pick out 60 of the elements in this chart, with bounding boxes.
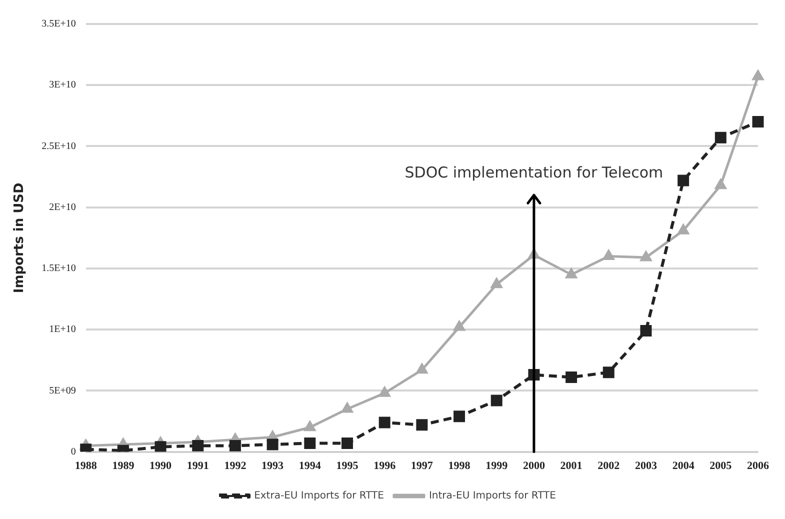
point	[154, 441, 166, 452]
x-tick-label: 1994	[298, 460, 322, 472]
x-tick-label: 2005	[710, 460, 732, 472]
point	[640, 251, 652, 262]
x-tick-label: 1996	[374, 460, 396, 472]
point	[752, 116, 764, 128]
y-axis-title: Imports in USD	[12, 182, 28, 294]
point	[304, 438, 316, 449]
point	[229, 440, 241, 452]
point	[603, 250, 614, 260]
legend-label: Extra-EU Imports for RTTE	[254, 490, 384, 502]
y-tick-label: 1E+10	[49, 324, 76, 336]
x-tick-label: 1990	[150, 460, 172, 472]
point	[490, 394, 502, 406]
point	[491, 278, 502, 288]
point	[379, 386, 390, 397]
x-tick-label: 2001	[560, 460, 582, 472]
y-tick-label: 1.5E+10	[42, 263, 76, 274]
x-tick-label: 1999	[486, 460, 508, 472]
point	[454, 410, 466, 422]
point	[266, 438, 278, 450]
point	[678, 174, 690, 186]
x-tick-label: 1988	[74, 460, 98, 472]
point	[192, 440, 204, 452]
point	[714, 132, 726, 144]
point	[678, 224, 689, 234]
point	[342, 402, 353, 413]
x-tick-label: 2003	[634, 460, 658, 472]
x-tick-label: 2002	[598, 460, 620, 472]
x-tick-label: 2004	[672, 460, 695, 472]
x-tick-label: 2006	[747, 460, 770, 472]
x-tick-label: 1993	[262, 460, 284, 472]
point	[752, 70, 764, 80]
x-tick-label: 1992	[224, 460, 247, 472]
x-tick-label: 2000	[522, 460, 546, 472]
x-tick-label: 1991	[186, 460, 209, 472]
point	[378, 416, 390, 428]
point	[602, 366, 614, 378]
legend-label: Intra-EU Imports for RTTE	[428, 490, 556, 502]
x-tick-label: 1997	[410, 460, 434, 472]
point	[715, 179, 726, 190]
y-tick-label: 2.5E+10	[42, 140, 76, 152]
annotation: SDOC implementation for Telecom	[404, 164, 664, 182]
y-tick-label: 3E+10	[49, 80, 76, 91]
point	[566, 268, 577, 278]
point	[454, 320, 465, 331]
x-tick-label: 1998	[448, 460, 471, 472]
x-tick-label: 1989	[112, 460, 135, 472]
y-tick-label: 5E+09	[49, 385, 76, 396]
point	[342, 438, 353, 449]
x-tick-label: 1995	[336, 460, 359, 472]
point	[416, 364, 428, 374]
point	[640, 325, 652, 337]
point	[304, 421, 316, 432]
point	[416, 419, 428, 431]
y-tick-label: 2E+10	[49, 202, 76, 213]
point	[80, 444, 92, 452]
y-tick-label: 3.5E+10	[42, 18, 76, 30]
y-tick-label: 0	[70, 446, 76, 458]
point	[566, 372, 578, 383]
